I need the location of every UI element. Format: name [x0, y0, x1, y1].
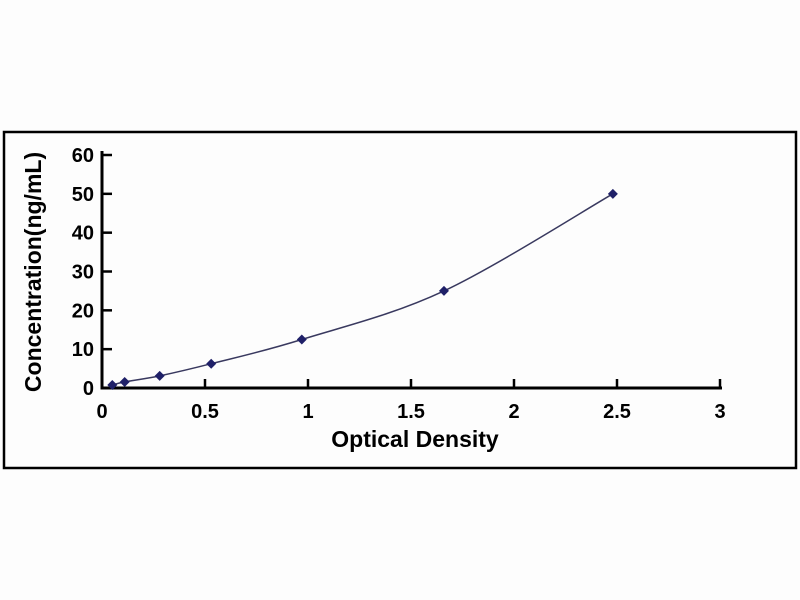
- x-tick-label: 2.5: [603, 401, 631, 423]
- data-point-marker: [119, 376, 130, 387]
- data-point-marker: [607, 188, 618, 199]
- x-tick-label: 1: [302, 401, 313, 423]
- chart-frame: [2, 130, 798, 470]
- data-point-marker: [154, 370, 165, 381]
- x-tick-label: 2: [508, 401, 519, 423]
- x-tick-label: 0.5: [191, 401, 219, 423]
- y-tick-label: 20: [72, 300, 94, 322]
- y-tick-label: 10: [72, 339, 94, 361]
- x-tick-label: 1.5: [397, 401, 425, 423]
- x-axis-ticks: [203, 379, 722, 388]
- data-point-marker: [206, 358, 217, 369]
- x-tick-label: 0: [96, 401, 107, 423]
- axes: [100, 151, 722, 390]
- data-points: [107, 188, 618, 390]
- y-axis-tick-labels: 0 10 20 30 40 50 60: [72, 145, 94, 400]
- x-tick-label: 3: [714, 401, 725, 423]
- y-tick-label: 30: [72, 262, 94, 284]
- data-point-marker: [296, 334, 307, 345]
- y-axis-title: Concentration(ng/mL): [20, 152, 46, 392]
- y-axis-ticks: [102, 153, 112, 351]
- curve-line: [112, 193, 614, 386]
- x-axis-tick-labels: 0 0.5 1 1.5 2 2.5 3: [96, 401, 725, 423]
- y-tick-label: 60: [72, 145, 94, 167]
- y-tick-label: 0: [83, 378, 94, 400]
- y-tick-label: 50: [72, 184, 94, 206]
- data-point-marker: [438, 285, 449, 296]
- x-axis-title: Optical Density: [331, 426, 499, 452]
- y-tick-label: 40: [72, 223, 94, 245]
- data-point-marker: [107, 379, 118, 390]
